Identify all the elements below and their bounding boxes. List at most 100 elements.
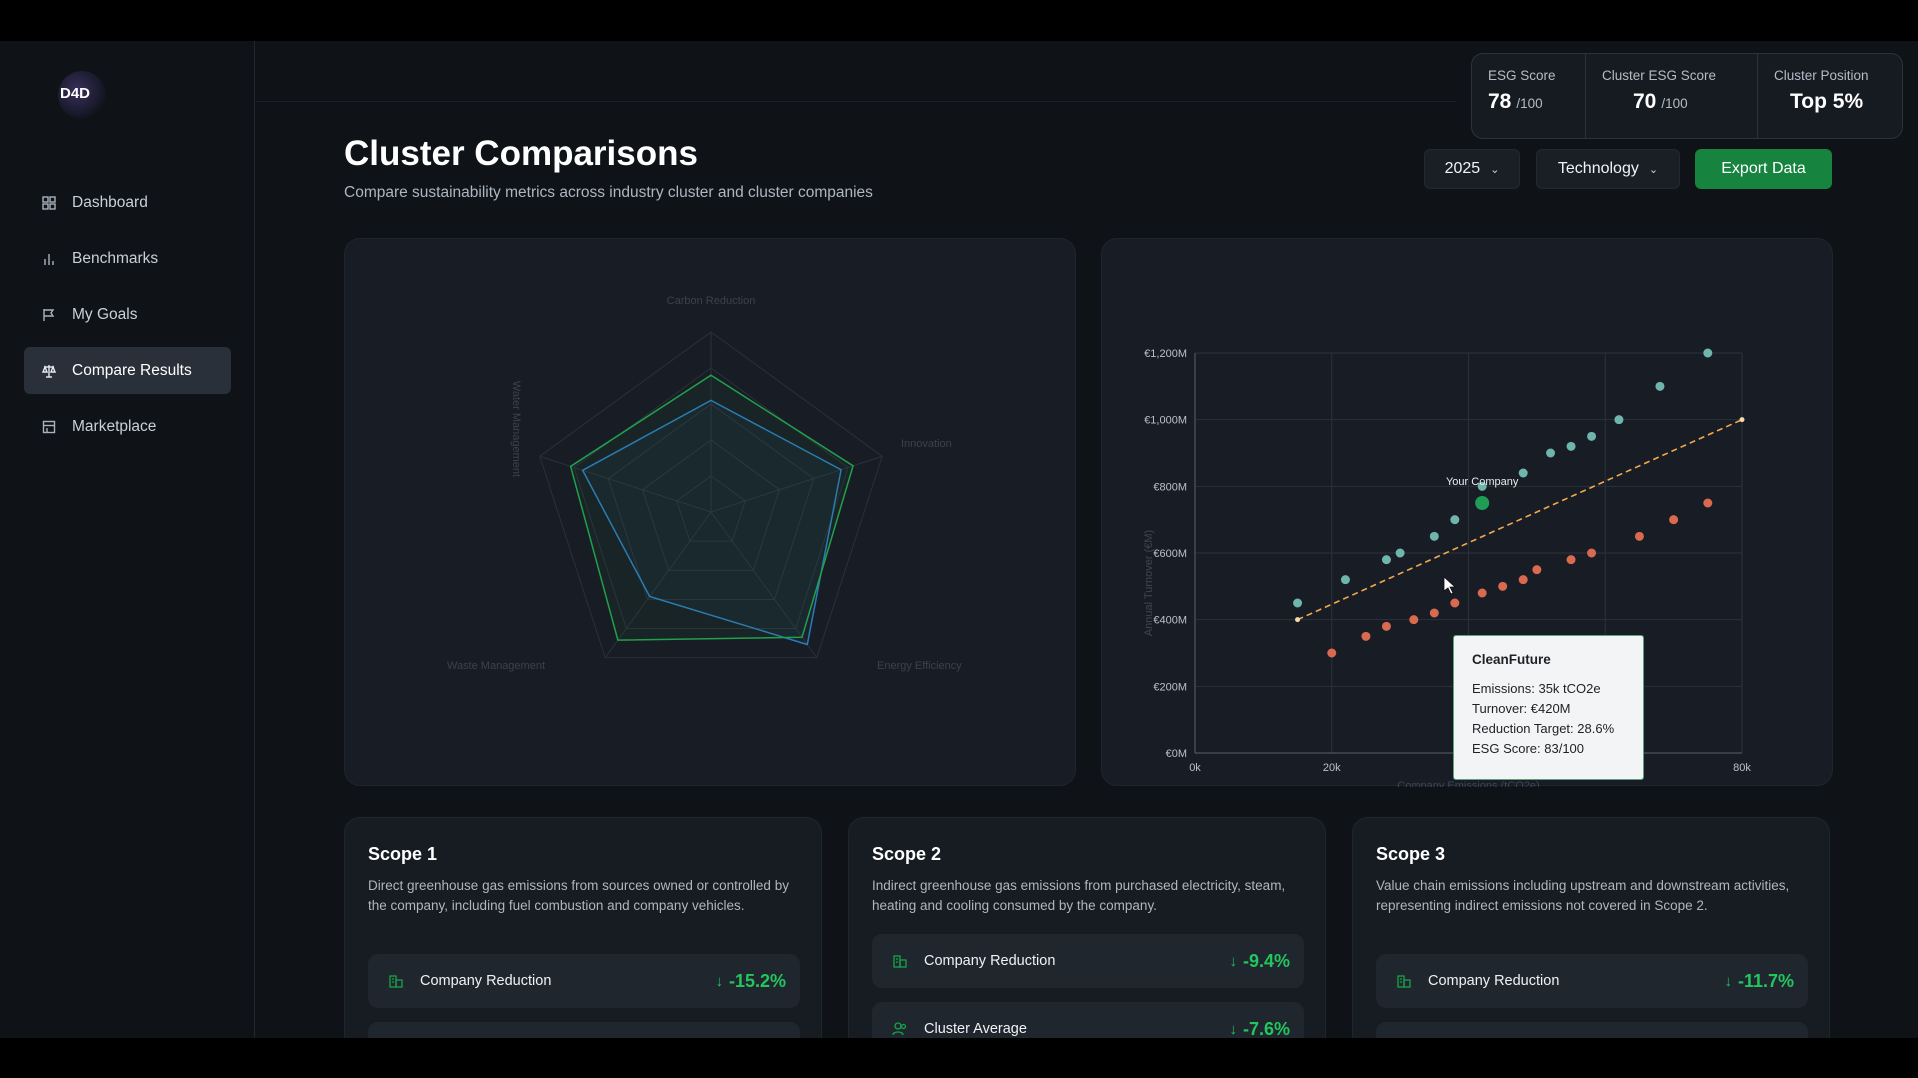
cluster-esg-score: Cluster ESG Score 70/100 <box>1585 54 1757 138</box>
users-icon <box>892 1021 908 1037</box>
radar-grid-ring <box>607 403 815 600</box>
cluster-position: Cluster Position Top 5% <box>1757 54 1902 138</box>
trendline <box>1297 418 1743 621</box>
metric-value: ↓ -11.7% <box>1724 970 1794 991</box>
scatter-point-low <box>1587 548 1597 558</box>
industry-select[interactable]: Technology ⌄ <box>1536 149 1680 189</box>
scatter-point-high <box>1546 448 1556 458</box>
x-axis-title: Company Emissions (tCO2e) <box>1397 780 1539 787</box>
radar-grid-ring <box>676 475 746 542</box>
sidebar-item-benchmarks[interactable]: Benchmarks <box>24 235 231 282</box>
sidebar: D4D Dashboard Benchmarks My Goals <box>0 41 255 1038</box>
cluster-esg-score-value: 70/100 <box>1633 90 1688 113</box>
metric-value: ↓ -9.4% <box>1229 950 1290 971</box>
tooltip-line: ESG Score: 83/100 <box>1472 741 1585 756</box>
bar-chart-icon <box>42 252 56 266</box>
metric-company-reduction[interactable]: Company Reduction ↓ -9.4% <box>872 934 1304 988</box>
scatter-point-low <box>1532 565 1542 575</box>
arrow-down-icon: ↓ <box>1229 1020 1237 1038</box>
radar-grid-ring <box>539 331 883 659</box>
cluster-esg-score-label: Cluster ESG Score <box>1602 68 1717 83</box>
year-select-value: 2025 <box>1444 160 1481 177</box>
sidebar-item-label: Benchmarks <box>72 249 159 267</box>
scatter-point-high <box>1381 555 1391 565</box>
radar-axis-label: Energy Efficiency <box>877 660 962 672</box>
esg-score-label: ESG Score <box>1488 68 1556 83</box>
radar-axis-label: Carbon Reduction <box>667 295 756 307</box>
metric-next-partial[interactable] <box>1376 1022 1808 1038</box>
scatter-point-low <box>1566 555 1576 565</box>
metric-company-reduction[interactable]: Company Reduction ↓ -15.2% <box>368 954 800 1008</box>
sidebar-item-marketplace[interactable]: Marketplace <box>24 403 231 450</box>
radar-chart: Carbon Reduction Innovation Energy Efficie… <box>447 295 962 672</box>
building-icon <box>1396 973 1412 989</box>
y-axis-title: Annual Turnover (€M) <box>1143 530 1155 636</box>
esg-score-value: 78/100 <box>1488 90 1543 113</box>
logo-text: D4D <box>60 85 91 102</box>
tooltip-title: CleanFuture <box>1472 652 1551 667</box>
metric-label: Company Reduction <box>924 953 1056 969</box>
scope-title: Scope 1 <box>368 844 438 864</box>
metric-value: ↓ -7.6% <box>1229 1018 1290 1039</box>
x-tick-label: 0k <box>1189 762 1201 774</box>
scope-1-card: Scope 1 Direct greenhouse gas emissions … <box>344 817 822 1038</box>
x-tick-label: 80k <box>1733 762 1751 774</box>
scatter-point-low <box>1498 581 1508 591</box>
radar-axis-label: Water Management <box>510 381 522 477</box>
scatter-point-high <box>1703 348 1713 358</box>
tooltip-line: Reduction Target: 28.6% <box>1472 721 1615 736</box>
scatter-point-low <box>1669 515 1679 525</box>
scatter-point-low <box>1381 621 1391 631</box>
header-divider <box>256 101 1456 102</box>
flag-icon <box>42 308 56 322</box>
chevron-down-icon: ⌄ <box>1648 163 1659 176</box>
app-logo[interactable]: D4D <box>58 71 106 119</box>
scatter-point-high <box>1518 468 1528 478</box>
scatter-point-high <box>1293 598 1303 608</box>
y-tick-label: €400M <box>1153 615 1187 627</box>
scatter-point-high <box>1395 548 1405 558</box>
scatter-point-low <box>1409 615 1419 625</box>
your-company-point <box>1475 496 1490 510</box>
y-tick-label: €200M <box>1153 681 1187 693</box>
scatter-point-low <box>1429 608 1439 618</box>
scatter-point-low <box>1703 498 1713 508</box>
metric-next-partial[interactable] <box>368 1022 800 1038</box>
score-summary: ESG Score 78/100 Cluster ESG Score 70/10… <box>1471 53 1903 139</box>
mouse-cursor-icon <box>1443 576 1457 595</box>
scatter-point-low <box>1634 531 1644 541</box>
sidebar-item-dashboard[interactable]: Dashboard <box>24 179 231 226</box>
sidebar-item-label: Compare Results <box>72 361 192 379</box>
radar-axis-label: Waste Management <box>447 660 545 672</box>
scatter-point-high <box>1477 481 1487 491</box>
y-tick-label: €800M <box>1153 481 1187 493</box>
scope-3-card: Scope 3 Value chain emissions including … <box>1352 817 1830 1038</box>
sidebar-item-label: Marketplace <box>72 417 157 435</box>
radar-spoke <box>710 511 818 658</box>
tooltip-line: Emissions: 35k tCO2e <box>1472 681 1601 696</box>
sidebar-item-label: My Goals <box>72 305 138 323</box>
esg-score: ESG Score 78/100 <box>1472 54 1585 138</box>
scatter-point-low <box>1477 588 1487 598</box>
radar-spoke <box>604 511 712 658</box>
metric-company-reduction[interactable]: Company Reduction ↓ -11.7% <box>1376 954 1808 1008</box>
sidebar-item-my-goals[interactable]: My Goals <box>24 291 231 338</box>
arrow-down-icon: ↓ <box>1724 972 1732 990</box>
chevron-down-icon: ⌄ <box>1490 163 1500 176</box>
scope-description: Value chain emissions including upstream… <box>1376 878 1790 913</box>
scatter-point-high <box>1450 515 1460 525</box>
scope-2-card: Scope 2 Indirect greenhouse gas emission… <box>848 817 1326 1038</box>
radar-spoke <box>539 455 712 513</box>
scale-icon <box>42 364 56 378</box>
y-tick-label: €1,000M <box>1144 415 1187 427</box>
radar-series-cluster <box>581 399 842 646</box>
sidebar-item-compare-results[interactable]: Compare Results <box>24 347 231 394</box>
scope-title: Scope 3 <box>1376 844 1446 864</box>
industry-select-value: Technology <box>1557 160 1639 177</box>
store-icon <box>42 420 56 434</box>
export-data-button[interactable]: Export Data <box>1695 149 1832 189</box>
scope-description: Indirect greenhouse gas emissions from p… <box>872 878 1286 913</box>
year-select[interactable]: 2025 ⌄ <box>1424 149 1520 189</box>
page-subtitle: Compare sustainability metrics across in… <box>344 184 873 201</box>
metric-cluster-average[interactable]: Cluster Average ↓ -7.6% <box>872 1002 1304 1038</box>
